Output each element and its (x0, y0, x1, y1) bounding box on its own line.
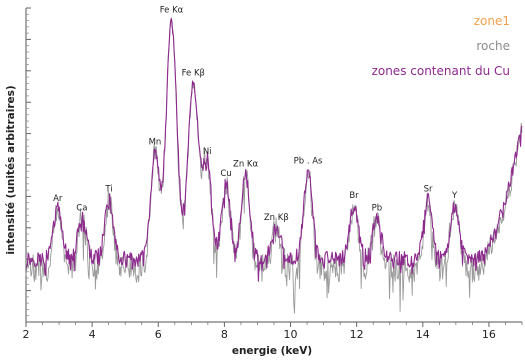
y-axis-label: intensité (unités arbitraires) (5, 85, 17, 254)
x-tick-label: 4 (89, 328, 96, 341)
plot-axes (25, 7, 523, 327)
series-roche (25, 19, 523, 314)
peak-label: Pb . As (294, 156, 323, 166)
x-tick-label: 10 (284, 328, 298, 341)
legend: zone1 roche zones contenant du Cu (372, 14, 510, 78)
x-tick-labels: 2 4 6 8 10 12 14 16 (23, 328, 496, 341)
peak-label: Ar (53, 194, 63, 204)
peak-label: Zn Kβ (264, 213, 289, 223)
peak-label: Cu (220, 169, 231, 179)
peak-label: Sr (424, 185, 433, 195)
x-tick-label: 16 (482, 328, 496, 341)
legend-cu-zones: zones contenant du Cu (372, 64, 510, 78)
x-tick-label: 2 (23, 328, 30, 341)
peak-label: Ni (203, 147, 212, 157)
peak-label: Y (451, 191, 458, 201)
peak-label: Br (349, 191, 359, 201)
peak-label: Ti (104, 185, 112, 195)
legend-roche: roche (476, 39, 510, 53)
series-cu-zones (25, 17, 523, 282)
peak-label: Fe Kα (160, 6, 184, 16)
peak-label: Fe Kβ (182, 68, 205, 78)
peak-label: Zn Kα (233, 159, 258, 169)
series-layer (25, 17, 523, 314)
x-tick-label: 14 (416, 328, 430, 341)
legend-zone1: zone1 (474, 14, 510, 28)
x-axis-label: energie (keV) (232, 345, 312, 357)
peak-label: Pb (372, 203, 383, 213)
peak-label: Ca (76, 203, 87, 213)
x-tick-label: 6 (155, 328, 162, 341)
peak-label: Mn (149, 137, 162, 147)
x-tick-label: 12 (350, 328, 364, 341)
x-tick-label: 8 (221, 328, 228, 341)
